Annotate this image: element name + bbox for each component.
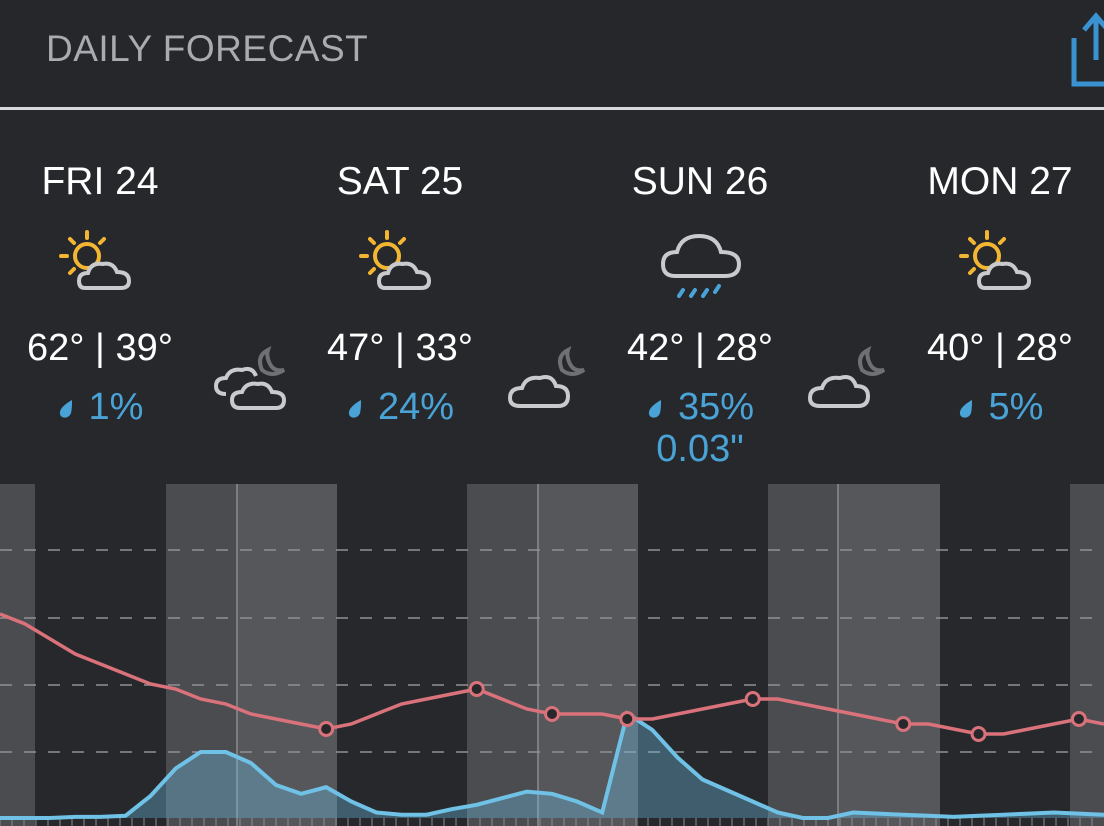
temperature-point xyxy=(468,681,485,697)
header: DAILY FORECAST xyxy=(0,0,1104,108)
page-title: DAILY FORECAST xyxy=(46,28,369,69)
rain-icon xyxy=(660,233,742,298)
precip-amount: 0.03" xyxy=(656,428,744,470)
precip-chance: 35% xyxy=(550,386,850,429)
day-name: SUN 26 xyxy=(631,160,769,203)
raindrop-icon xyxy=(59,399,72,418)
time-band xyxy=(838,484,940,826)
temperature-range: 40° | 28° xyxy=(927,327,1073,369)
time-band xyxy=(337,484,467,826)
temperature-range: 42° | 28° xyxy=(627,327,773,369)
precip-value: 1% xyxy=(88,386,144,428)
time-band xyxy=(35,484,166,826)
partly-cloudy-night-icon xyxy=(507,346,586,408)
day-name: MON 27 xyxy=(927,160,1073,203)
raindrop-icon xyxy=(648,399,661,418)
time-band xyxy=(638,484,768,826)
partly-sunny-icon xyxy=(959,230,1032,290)
precip-line xyxy=(0,710,1104,820)
hourly-chart[interactable] xyxy=(0,484,1104,826)
precip-chance: 1% xyxy=(0,386,250,429)
partly-sunny-icon xyxy=(359,230,432,290)
temperature-range: 47° | 33° xyxy=(327,327,473,369)
day-name: FRI 24 xyxy=(41,160,159,203)
temperature-point xyxy=(619,711,636,727)
time-band xyxy=(467,484,538,826)
precip-value: 5% xyxy=(988,386,1044,428)
precip-chance: 5% xyxy=(850,386,1104,429)
temperature-point xyxy=(318,721,335,737)
temperature-point xyxy=(970,726,987,742)
precip-value: 35% xyxy=(677,386,755,428)
time-band xyxy=(538,484,638,826)
daily-forecast-row: FRI 24 62° | 39° 1% SAT 25 xyxy=(0,110,1104,484)
precip-area xyxy=(0,713,1104,818)
precip-chance: 24% xyxy=(250,386,550,429)
temperature-point xyxy=(1070,711,1087,727)
time-band xyxy=(940,484,1070,826)
temperature-range: 62° | 39° xyxy=(27,327,173,369)
time-band xyxy=(768,484,838,826)
temperature-point xyxy=(544,706,560,722)
raindrop-icon xyxy=(348,399,361,418)
temperature-point xyxy=(895,716,912,732)
temperature-point xyxy=(744,691,761,707)
day-name: SAT 25 xyxy=(336,160,464,203)
time-band xyxy=(1070,484,1104,826)
partly-cloudy-night-icon xyxy=(807,346,886,408)
partly-cloudy-night-icon xyxy=(213,346,287,410)
precip-value: 24% xyxy=(377,386,455,428)
share-icon[interactable] xyxy=(1062,8,1104,88)
partly-sunny-icon xyxy=(59,230,132,290)
raindrop-icon xyxy=(959,399,972,418)
header-divider xyxy=(0,107,1104,110)
time-band xyxy=(237,484,337,826)
time-band xyxy=(0,484,35,826)
